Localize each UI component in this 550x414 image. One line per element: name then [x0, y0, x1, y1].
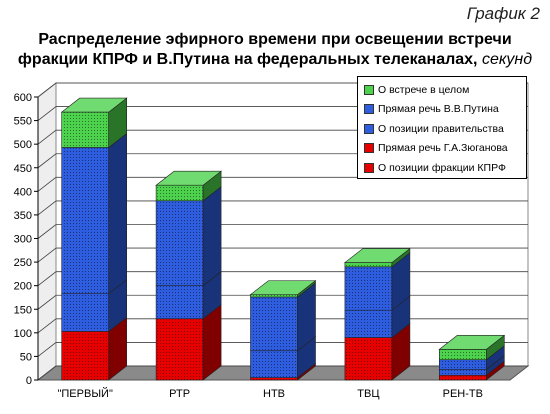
- bar-front: [344, 337, 393, 381]
- bar-top: [249, 280, 317, 295]
- bar-front: [344, 266, 393, 311]
- legend-label: О встрече в целом: [378, 83, 470, 96]
- legend-swatch: [364, 162, 374, 173]
- legend-item: Прямая речь Г.А.Зюганова: [364, 139, 520, 159]
- chart-title: Распределение эфирного времени при освещ…: [0, 30, 550, 70]
- bar-front: [61, 331, 110, 381]
- legend-label: О позиции правительства: [378, 122, 504, 135]
- bar-front: [438, 349, 487, 361]
- legend-item: Прямая речь В.В.Путина: [364, 100, 520, 120]
- bar-front: [155, 184, 204, 202]
- y-tick-label: 400: [14, 186, 32, 198]
- bar-front: [250, 294, 298, 298]
- legend-swatch: [364, 104, 374, 115]
- bar-front: [250, 377, 298, 381]
- x-tick-label: РТР: [169, 388, 190, 400]
- bar-top: [344, 248, 411, 263]
- bar-front: [61, 293, 110, 332]
- legend-label: Прямая речь В.В.Путина: [378, 103, 499, 116]
- legend-swatch: [364, 84, 374, 95]
- bar-front: [155, 285, 204, 319]
- bar-side: [202, 186, 222, 287]
- gridline: [37, 247, 528, 263]
- y-tick-label: 500: [14, 139, 32, 151]
- bar-side: [108, 132, 127, 295]
- y-tick-label: 100: [14, 328, 32, 340]
- bar-front: [438, 359, 487, 370]
- title-unit: секунд: [481, 51, 533, 68]
- y-tick-label: 0: [26, 375, 32, 387]
- bar-top: [60, 97, 128, 113]
- legend-label: О позиции фракции КПРФ: [378, 161, 506, 174]
- y-tick-label: 200: [14, 281, 32, 293]
- bar-front: [61, 111, 110, 148]
- y-tick-label: 450: [14, 163, 32, 175]
- legend-item: О встрече в целом: [364, 80, 520, 100]
- legend-swatch: [364, 143, 374, 154]
- bar-front: [344, 262, 393, 268]
- x-tick-label: РЕН-ТВ: [443, 388, 483, 400]
- y-tick-label: 600: [14, 92, 32, 104]
- legend-label: Прямая речь Г.А.Зюганова: [378, 142, 508, 155]
- y-tick-label: 350: [14, 210, 32, 222]
- chart-legend: О встрече в целом Прямая речь В.В.Путина О…: [357, 76, 527, 179]
- title-line-1: Распределение эфирного времени при освещ…: [38, 31, 512, 48]
- title-line-2: фракции КПРФ и В.Путина на федеральных т…: [0, 50, 550, 70]
- title-line-2-text: фракции КПРФ и В.Путина на федеральных т…: [17, 51, 478, 68]
- legend-item: О позиции фракции КПРФ: [364, 158, 520, 178]
- y-tick-label: 550: [14, 116, 32, 128]
- chart-caption: График 2: [466, 4, 540, 23]
- x-tick-label: ТВЦ: [357, 388, 379, 400]
- bar-top: [438, 335, 506, 350]
- bar-front: [344, 309, 393, 338]
- x-tick-label: "ПЕРВЫЙ": [58, 387, 113, 400]
- bar-front: [250, 296, 298, 352]
- bar-front: [155, 200, 204, 286]
- y-tick-label: 250: [14, 257, 32, 269]
- gridline: [37, 224, 528, 239]
- bar-front: [250, 350, 298, 378]
- legend-item: О позиции правительства: [364, 119, 520, 139]
- y-tick-label: 300: [14, 234, 32, 246]
- bar-front: [61, 147, 110, 294]
- gridline: [37, 200, 528, 216]
- bar-front: [438, 374, 487, 381]
- y-tick-label: 150: [14, 304, 32, 316]
- x-tick-label: НТВ: [263, 388, 285, 400]
- y-tick-label: 50: [20, 351, 32, 363]
- bar-front: [438, 369, 487, 376]
- bar-front: [155, 318, 204, 381]
- bar-top: [155, 170, 222, 186]
- legend-swatch: [364, 123, 374, 134]
